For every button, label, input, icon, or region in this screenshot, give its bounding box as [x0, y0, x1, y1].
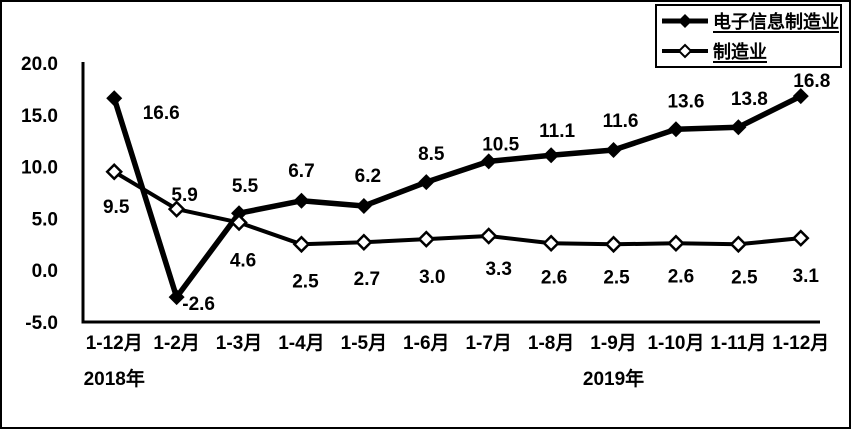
data-label: 13.8: [731, 89, 768, 110]
filled-diamond-marker: [293, 192, 310, 209]
filled-diamond-marker: [355, 197, 372, 214]
year-label: 2018年: [84, 367, 145, 390]
open-diamond-marker: [479, 227, 498, 245]
open-diamond-line-icon: [662, 43, 708, 59]
series-line-0: [111, 93, 803, 300]
data-label: 10.5: [482, 134, 519, 155]
data-label: 5.5: [232, 176, 259, 197]
filled-diamond-marker: [168, 289, 185, 306]
x-tick-label: 1-11月: [710, 333, 766, 354]
data-label: 3.1: [793, 266, 820, 287]
y-tick-label: 5.0: [32, 209, 58, 230]
series-line-1: [113, 170, 801, 247]
filled-diamond-marker: [106, 90, 123, 107]
y-tick-label: 10.0: [21, 158, 58, 179]
filled-diamond-marker: [480, 153, 497, 170]
legend-label-electronics: 电子信息制造业: [713, 12, 839, 33]
filled-diamond-marker: [543, 147, 560, 164]
open-diamond-marker: [167, 200, 186, 218]
open-diamond-marker: [542, 234, 560, 253]
filled-diamond-line-icon: [662, 14, 708, 29]
open-diamond-marker: [667, 234, 685, 253]
data-label: 2.5: [603, 267, 630, 288]
y-tick-label: 20.0: [21, 54, 58, 75]
open-diamond-marker: [230, 213, 248, 232]
x-tick-label: 1-12月: [86, 333, 143, 354]
filled-diamond-marker: [418, 174, 435, 191]
data-label: 3.3: [485, 259, 511, 280]
data-label: 5.9: [171, 185, 197, 206]
data-label: 6.2: [355, 166, 381, 187]
data-label: 16.8: [793, 71, 830, 92]
legend: 电子信息制造业 制造业: [655, 4, 842, 68]
data-label: 6.7: [288, 161, 314, 182]
open-diamond-marker: [355, 233, 373, 251]
open-diamond-marker: [729, 235, 748, 254]
data-label: 9.5: [103, 197, 130, 218]
open-diamond-marker: [105, 163, 123, 181]
x-tick-label: 1-12月: [772, 333, 829, 354]
x-tick-label: 1-5月: [341, 333, 387, 354]
data-label: 2.5: [731, 267, 758, 288]
data-label: 2.5: [292, 271, 319, 292]
x-tick-label: 1-8月: [528, 333, 574, 354]
x-tick-label: 1-4月: [278, 333, 324, 354]
data-label: 2.6: [541, 267, 567, 288]
x-tick-label: 1-3月: [216, 333, 262, 354]
data-label: 13.6: [667, 91, 704, 112]
x-tick-label: 1-9月: [590, 333, 636, 354]
y-tick-label: 0.0: [32, 261, 58, 282]
year-label: 2019年: [583, 367, 644, 390]
data-label: 4.6: [230, 251, 256, 272]
open-diamond-marker: [417, 230, 436, 248]
data-label: 11.6: [603, 111, 639, 132]
x-tick-label: 1-2月: [153, 333, 199, 354]
legend-label-manufacturing: 制造业: [713, 41, 767, 62]
data-label: 8.5: [418, 144, 445, 165]
x-tick-label: 1-7月: [465, 333, 511, 354]
open-diamond-marker: [292, 235, 311, 254]
legend-entry-electronics: 电子信息制造业: [661, 7, 840, 35]
filled-diamond-marker: [730, 119, 747, 136]
filled-diamond-marker: [231, 205, 248, 222]
data-label: 16.6: [143, 103, 180, 124]
data-label: 2.6: [668, 266, 694, 287]
open-diamond-marker: [604, 235, 623, 254]
x-tick-label: 1-10月: [647, 333, 704, 354]
filled-diamond-marker: [605, 142, 622, 159]
y-tick-label: 15.0: [21, 106, 58, 127]
open-diamond-marker: [792, 229, 810, 247]
legend-entry-manufacturing: 制造业: [661, 37, 840, 65]
data-label: 3.0: [419, 267, 445, 288]
data-label: 11.1: [539, 121, 575, 142]
data-label: -2.6: [182, 294, 215, 315]
filled-diamond-marker: [792, 88, 809, 105]
y-tick-label: -5.0: [25, 313, 58, 334]
x-tick-label: 1-6月: [403, 333, 449, 354]
filled-diamond-marker: [667, 121, 684, 138]
data-label: 2.7: [354, 269, 380, 290]
